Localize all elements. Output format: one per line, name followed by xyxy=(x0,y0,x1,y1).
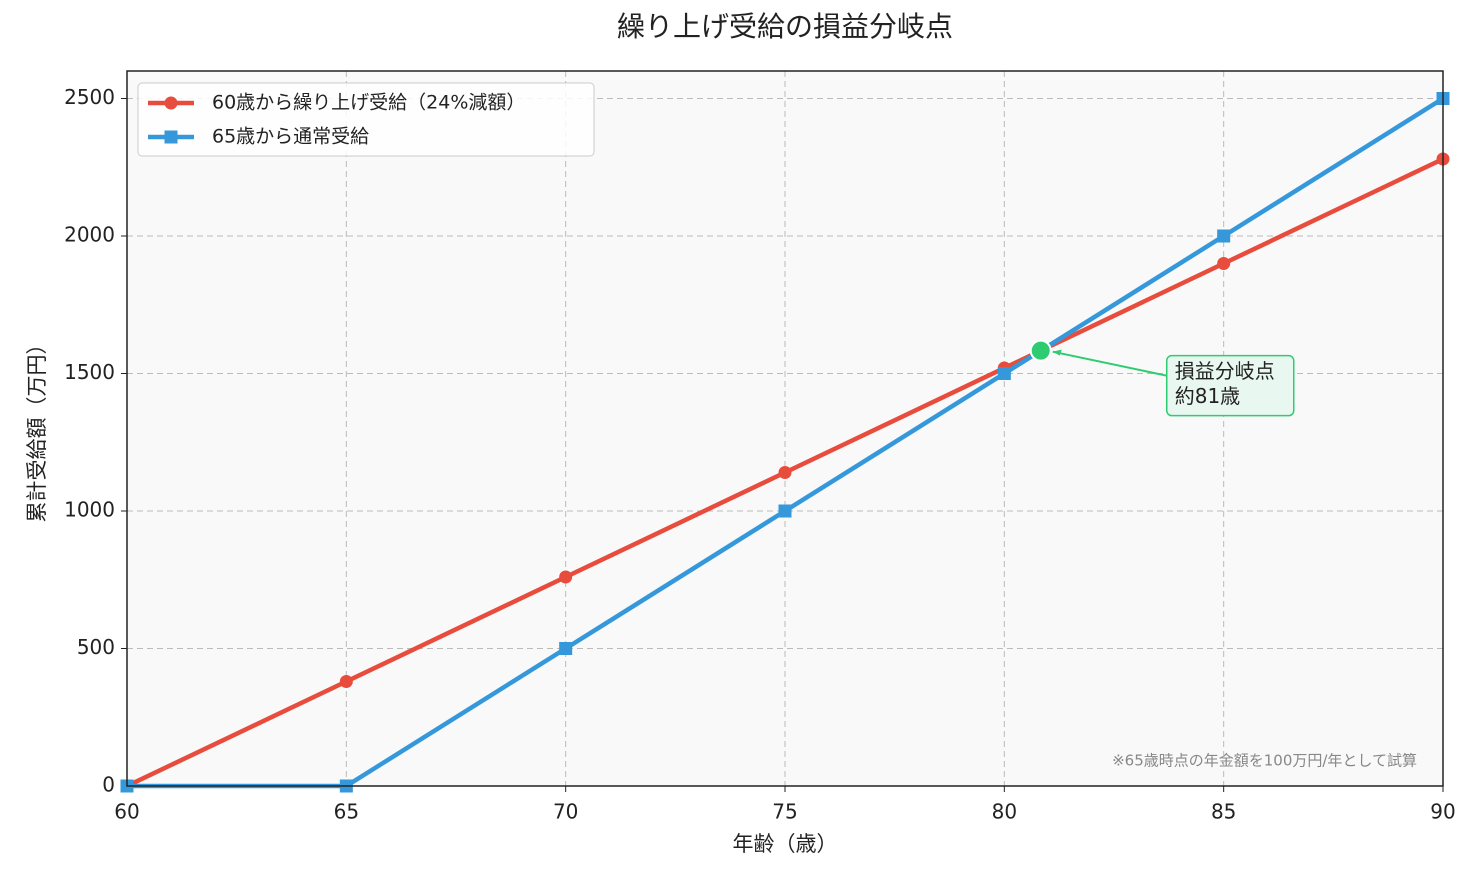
marker xyxy=(1217,229,1231,243)
x-axis-label: 年齢（歳） xyxy=(733,832,838,856)
legend: 60歳から繰り上げ受給（24%減額） 65歳から通常受給 xyxy=(137,82,595,157)
y-axis-label: 累計受給額（万円） xyxy=(25,334,49,523)
y-tick-label: 1000 xyxy=(64,498,115,522)
x-tick-label: 60 xyxy=(114,800,139,824)
y-tick-label: 0 xyxy=(102,773,115,797)
legend-marker xyxy=(164,130,178,144)
marker xyxy=(559,570,573,584)
y-tick-label: 1500 xyxy=(64,360,115,384)
annotation-arrowhead xyxy=(1052,349,1062,356)
y-tick-label: 2500 xyxy=(64,85,115,109)
x-tick-label: 70 xyxy=(553,800,578,824)
chart-title: 繰り上げ受給の損益分岐点 xyxy=(617,10,953,43)
marker xyxy=(778,466,792,479)
annotation-text: 損益分岐点 xyxy=(1175,359,1275,383)
x-tick-label: 75 xyxy=(772,800,797,824)
plot-frame xyxy=(126,70,1444,787)
x-tick-label: 80 xyxy=(992,800,1017,824)
marker xyxy=(778,504,792,518)
marker xyxy=(1217,257,1231,270)
annotation-arrow xyxy=(1052,350,1167,377)
legend-label: 65歳から通常受給 xyxy=(212,126,369,148)
marker xyxy=(997,367,1011,380)
x-tick-label: 90 xyxy=(1430,800,1455,824)
legend-marker xyxy=(164,96,178,110)
y-tick-label: 500 xyxy=(77,635,115,659)
marker xyxy=(559,642,573,655)
note: ※65歳時点の年金額を100万円/年として試算 xyxy=(1112,752,1417,770)
breakeven-point xyxy=(1029,339,1052,362)
y-tick-label: 2000 xyxy=(64,223,115,247)
legend-label: 60歳から繰り上げ受給（24%減額） xyxy=(212,92,525,114)
annotation-text: 約81歳 xyxy=(1175,384,1240,408)
x-tick-label: 65 xyxy=(334,800,359,824)
annotation-box xyxy=(1165,354,1295,417)
x-tick-label: 85 xyxy=(1211,800,1236,824)
marker xyxy=(339,675,353,688)
plot-area xyxy=(127,71,1443,786)
legend-box xyxy=(137,82,595,157)
